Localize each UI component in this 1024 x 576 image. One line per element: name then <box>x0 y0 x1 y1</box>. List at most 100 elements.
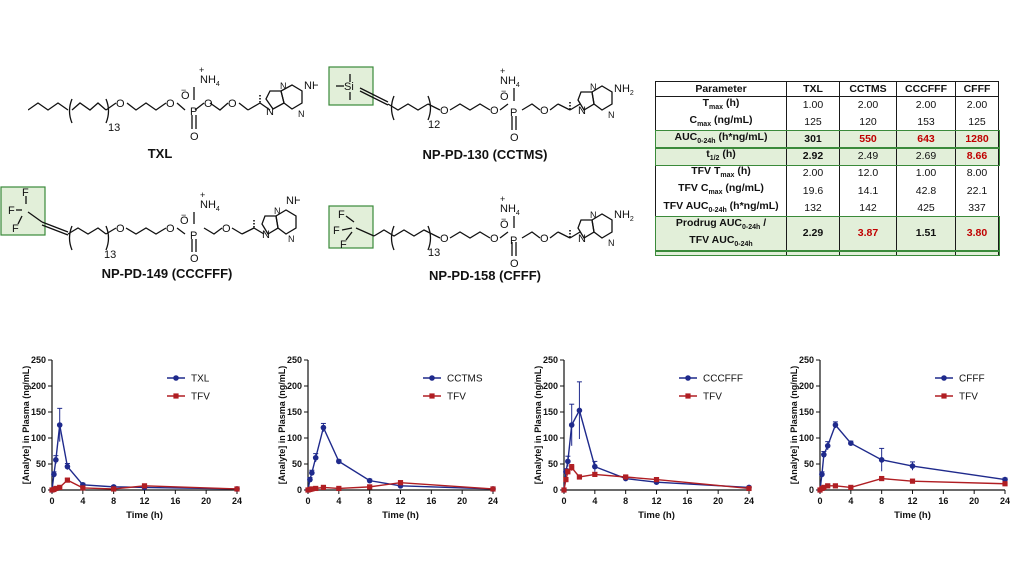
x-tick-label: 24 <box>232 496 242 506</box>
table-cell: 1.00 <box>786 96 840 115</box>
minus-sign: − <box>181 210 186 220</box>
atom-o: O <box>181 90 190 102</box>
table-cell: 142 <box>839 199 897 217</box>
table-cell: 337 <box>955 199 999 217</box>
data-point <box>1002 481 1008 487</box>
atom-f: F <box>340 239 347 251</box>
amine: NH2 <box>614 83 634 97</box>
y-tick-label: 0 <box>41 485 46 495</box>
x-tick-label: 16 <box>426 496 436 506</box>
data-point <box>490 486 496 492</box>
data-point <box>563 477 569 483</box>
atom-p: P <box>190 230 197 242</box>
atom-o: O <box>500 219 509 231</box>
data-point <box>234 486 240 492</box>
x-tick-label: 4 <box>592 496 597 506</box>
data-point <box>56 422 63 428</box>
structure-label-cfff: NP-PD-158 (CFFF) <box>429 268 541 283</box>
data-point <box>64 463 71 470</box>
data-point <box>313 485 319 492</box>
plus-sign: + <box>200 190 205 200</box>
data-point <box>64 477 71 483</box>
data-point <box>561 487 567 493</box>
y-tick-label: 0 <box>553 485 558 495</box>
plus-sign: + <box>199 65 204 75</box>
atom-o: O <box>540 105 549 117</box>
table-cell: 425 <box>896 199 956 217</box>
atom-n: N <box>608 238 615 248</box>
table-row: TFV AUC0-24h (h*ng/mL) 132 142 425 337 <box>655 199 999 217</box>
y-tick-label: 200 <box>31 381 46 391</box>
x-tick-label: 20 <box>969 496 979 506</box>
ammonium: NH4 <box>200 74 220 88</box>
atom-o: O <box>204 98 213 110</box>
amine: NH2 <box>304 80 318 94</box>
x-tick-label: 8 <box>111 496 116 506</box>
data-point <box>312 454 319 461</box>
x-tick-label: 12 <box>651 496 661 506</box>
x-axis-label: Time (h) <box>126 510 163 521</box>
table-cell: 19.6 <box>786 182 840 200</box>
series-line <box>51 424 238 491</box>
legend-label: CCTMS <box>447 374 483 385</box>
atom-o: O <box>166 98 175 110</box>
table-cell: 125 <box>955 114 999 132</box>
data-point <box>57 484 63 490</box>
parameter-name: TFV Tmax (h) <box>655 165 787 183</box>
structure-cccfff: F F F O O P O O − NH4 + O N N N NH2 13 <box>0 186 300 262</box>
y-tick-label: 250 <box>287 355 302 365</box>
table-cell: 42.8 <box>896 182 956 200</box>
pk-parameter-table: Parameter TXL CCTMS CCCFFF CFFF Tmax (h)… <box>654 81 1000 257</box>
ammonium: NH4 <box>500 75 520 89</box>
y-tick-label: 150 <box>543 407 558 417</box>
legend-label: TFV <box>703 392 722 403</box>
data-point <box>909 463 916 469</box>
atom-o: O <box>510 132 519 144</box>
data-point <box>832 483 839 489</box>
table-cell: 1.51 <box>896 216 956 251</box>
x-tick-label: 24 <box>744 496 754 506</box>
minus-sign: − <box>181 85 186 95</box>
y-axis-label: [Analyte] in Plasma (ng/mL) <box>533 366 543 485</box>
table-cell <box>955 250 999 256</box>
y-axis-label: [Analyte] in Plasma (ng/mL) <box>21 366 31 485</box>
x-tick-label: 20 <box>457 496 467 506</box>
data-point <box>53 485 59 492</box>
data-point <box>320 484 327 490</box>
table-cell: 1280 <box>955 131 999 149</box>
x-tick-label: 0 <box>49 496 54 506</box>
data-point <box>746 485 752 492</box>
amine: NH2 <box>286 195 300 209</box>
data-point <box>565 458 571 465</box>
data-point <box>879 475 885 482</box>
table-cell: 2.00 <box>786 165 840 183</box>
pk-chart-cccfff: 0 50 100 150 200 250 0 4 8 12 16 20 24 Time (h) [Analy… <box>533 355 754 521</box>
x-tick-label: 12 <box>139 496 149 506</box>
atom-o: O <box>440 105 449 117</box>
x-tick-label: 4 <box>336 496 341 506</box>
table-cell: 153 <box>896 114 956 132</box>
table-cell: 2.92 <box>786 148 840 166</box>
plus-sign: + <box>500 66 505 76</box>
x-tick-label: 0 <box>561 496 566 506</box>
y-tick-label: 50 <box>548 459 558 469</box>
data-point <box>568 422 575 428</box>
atom-o: O <box>116 223 125 235</box>
parameter-name: Cmax (ng/mL) <box>655 114 787 132</box>
atom-o: O <box>166 223 175 235</box>
data-point <box>397 480 404 486</box>
structure-cctms: Si O O P O O − NH4 + O N N N NH2 12 <box>328 66 634 144</box>
atom-n: N <box>590 82 597 92</box>
data-point <box>366 477 373 484</box>
y-tick-label: 150 <box>31 407 46 417</box>
y-tick-label: 250 <box>31 355 46 365</box>
structure-label-cctms: NP-PD-130 (CCTMS) <box>422 147 548 162</box>
table-cell: 2.69 <box>896 148 956 166</box>
y-tick-label: 150 <box>799 407 814 417</box>
data-point <box>592 471 598 477</box>
table-cell: 120 <box>839 114 897 132</box>
table-cell: 8.00 <box>955 165 999 183</box>
atom-o: O <box>510 258 519 270</box>
amine: NH2 <box>614 209 634 223</box>
column-header: Parameter <box>655 81 787 97</box>
